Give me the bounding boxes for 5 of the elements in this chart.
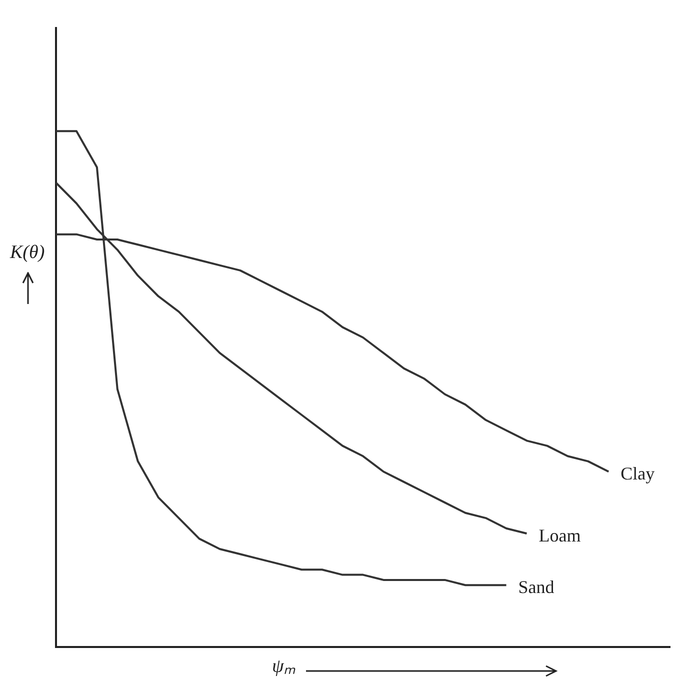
series-label: Clay xyxy=(620,463,655,484)
y-axis-title: K(θ) xyxy=(10,242,45,264)
series-label: Sand xyxy=(518,576,554,597)
series-label: Loam xyxy=(538,525,581,546)
x-axis-title: ψₘ xyxy=(272,655,296,678)
